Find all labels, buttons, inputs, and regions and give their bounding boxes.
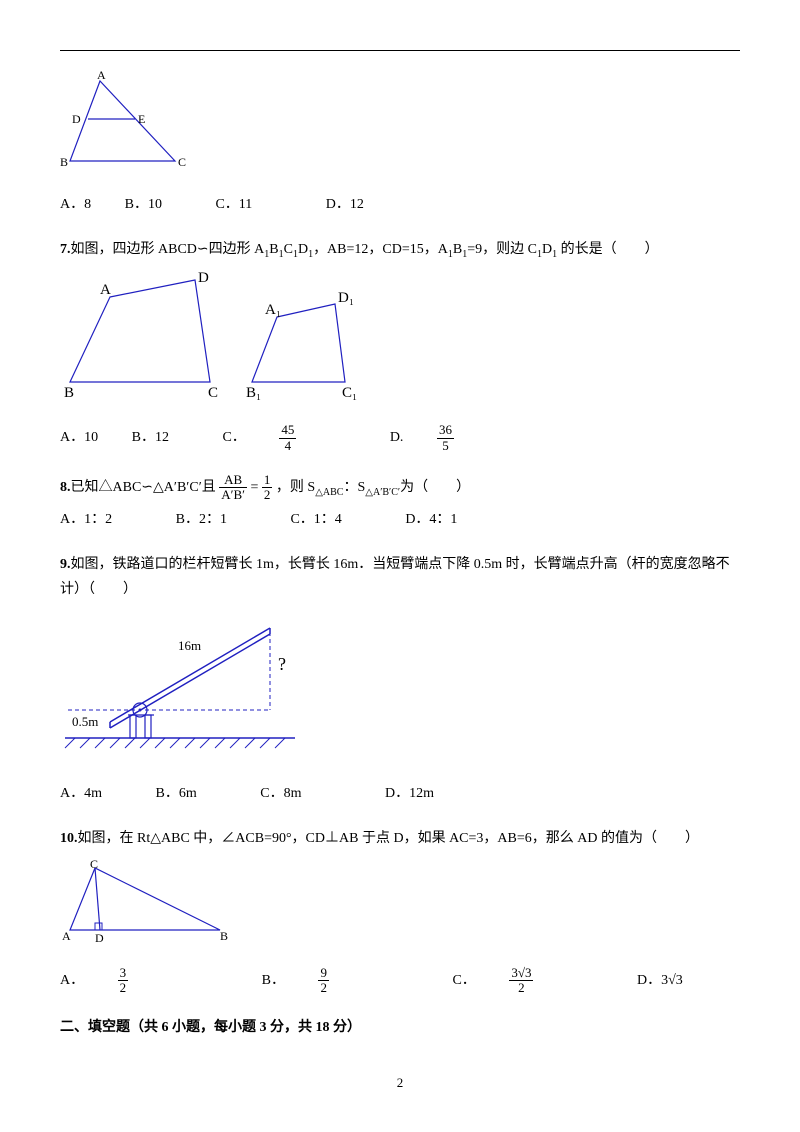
q9-figure: 16m 0.5m ?: [60, 610, 740, 769]
q9-num: 9.: [60, 557, 71, 572]
q10-B: B: [220, 929, 228, 943]
q7-B1: B₁: [246, 385, 261, 401]
label-E: E: [138, 112, 145, 126]
q9-opt-d: D．12m: [385, 781, 434, 806]
q7-opt-c: C． 454: [222, 423, 356, 453]
section2-title: 二、填空题（共 6 小题，每小题 3 分，共 18 分）: [60, 1015, 740, 1040]
q7-num: 7.: [60, 242, 71, 257]
q10-opt-c: C． 3√32: [452, 966, 593, 996]
q10-num: 10.: [60, 831, 78, 846]
q9-text: 9.如图，铁路道口的栏杆短臂长 1m，长臂长 16m．当短臂端点下降 0.5m …: [60, 552, 740, 602]
q8-options: A．1：2 B．2：1 C．1：4 D．4：1: [60, 507, 740, 532]
q7-opt-b: B．12: [132, 425, 169, 450]
q10-opt-d: D．3√3: [637, 968, 683, 993]
label-A: A: [97, 71, 106, 82]
q10-D: D: [95, 931, 104, 945]
q9-qmark: ?: [278, 654, 286, 674]
q10-C: C: [90, 860, 98, 871]
q7-B: B: [64, 385, 74, 401]
q10-options: A． 32 B． 92 C． 3√32 D．3√3: [60, 966, 740, 996]
q10-A: A: [62, 929, 71, 943]
q6-opt-c: C．11: [215, 192, 252, 217]
q9-options: A．4m B．6m C．8m D．12m: [60, 781, 740, 806]
q9-opt-c: C．8m: [260, 781, 301, 806]
q10-figure: A C B D: [60, 860, 740, 954]
q7-D: D: [198, 272, 209, 286]
page-number: 2: [60, 1071, 740, 1094]
q9-16m: 16m: [178, 638, 201, 653]
q9-05m: 0.5m: [72, 714, 98, 729]
q7-D1: D₁: [338, 290, 354, 306]
q7-text: 7.如图，四边形 ABCD∽四边形 A1B1C1D1，AB=12，CD=15，A…: [60, 237, 740, 264]
q8-text: 8.已知△ABC∽△A′B′C′且 ABA′B′ = 12 ，则 S△ABC：S…: [60, 473, 740, 503]
label-B: B: [60, 155, 68, 169]
q6-figure: A B C D E: [60, 71, 740, 180]
q7-options: A．10 B．12 C． 454 D. 365: [60, 423, 740, 453]
label-C: C: [178, 155, 186, 169]
q7-C1: C₁: [342, 385, 357, 401]
page-top-rule: [60, 50, 740, 51]
q10-opt-a: A． 32: [60, 966, 188, 996]
q7-opt-a: A．10: [60, 425, 98, 450]
q6-options: A．8 B．10 C．11 D．12: [60, 192, 740, 217]
q6-opt-a: A．8: [60, 192, 91, 217]
q9-opt-b: B．6m: [156, 781, 197, 806]
label-D: D: [72, 112, 81, 126]
q7-opt-d: D. 365: [390, 423, 514, 453]
q7-A: A: [100, 282, 111, 298]
q7-figure: A D C B A₁ D₁ C₁ B₁: [60, 272, 740, 411]
q6-opt-d: D．12: [326, 192, 364, 217]
q6-opt-b: B．10: [125, 192, 162, 217]
q8-opt-a: A．1：2: [60, 507, 112, 532]
q9-opt-a: A．4m: [60, 781, 102, 806]
q7-A1: A₁: [265, 302, 281, 318]
q10-opt-b: B． 92: [262, 966, 389, 996]
q10-text: 10.如图，在 Rt△ABC 中，∠ACB=90°，CD⊥AB 于点 D，如果 …: [60, 826, 740, 851]
q7-C: C: [208, 385, 218, 401]
q8-opt-b: B．2：1: [176, 507, 227, 532]
q8-opt-d: D．4：1: [405, 507, 457, 532]
q8-num: 8.: [60, 480, 71, 495]
q8-opt-c: C．1：4: [290, 507, 341, 532]
